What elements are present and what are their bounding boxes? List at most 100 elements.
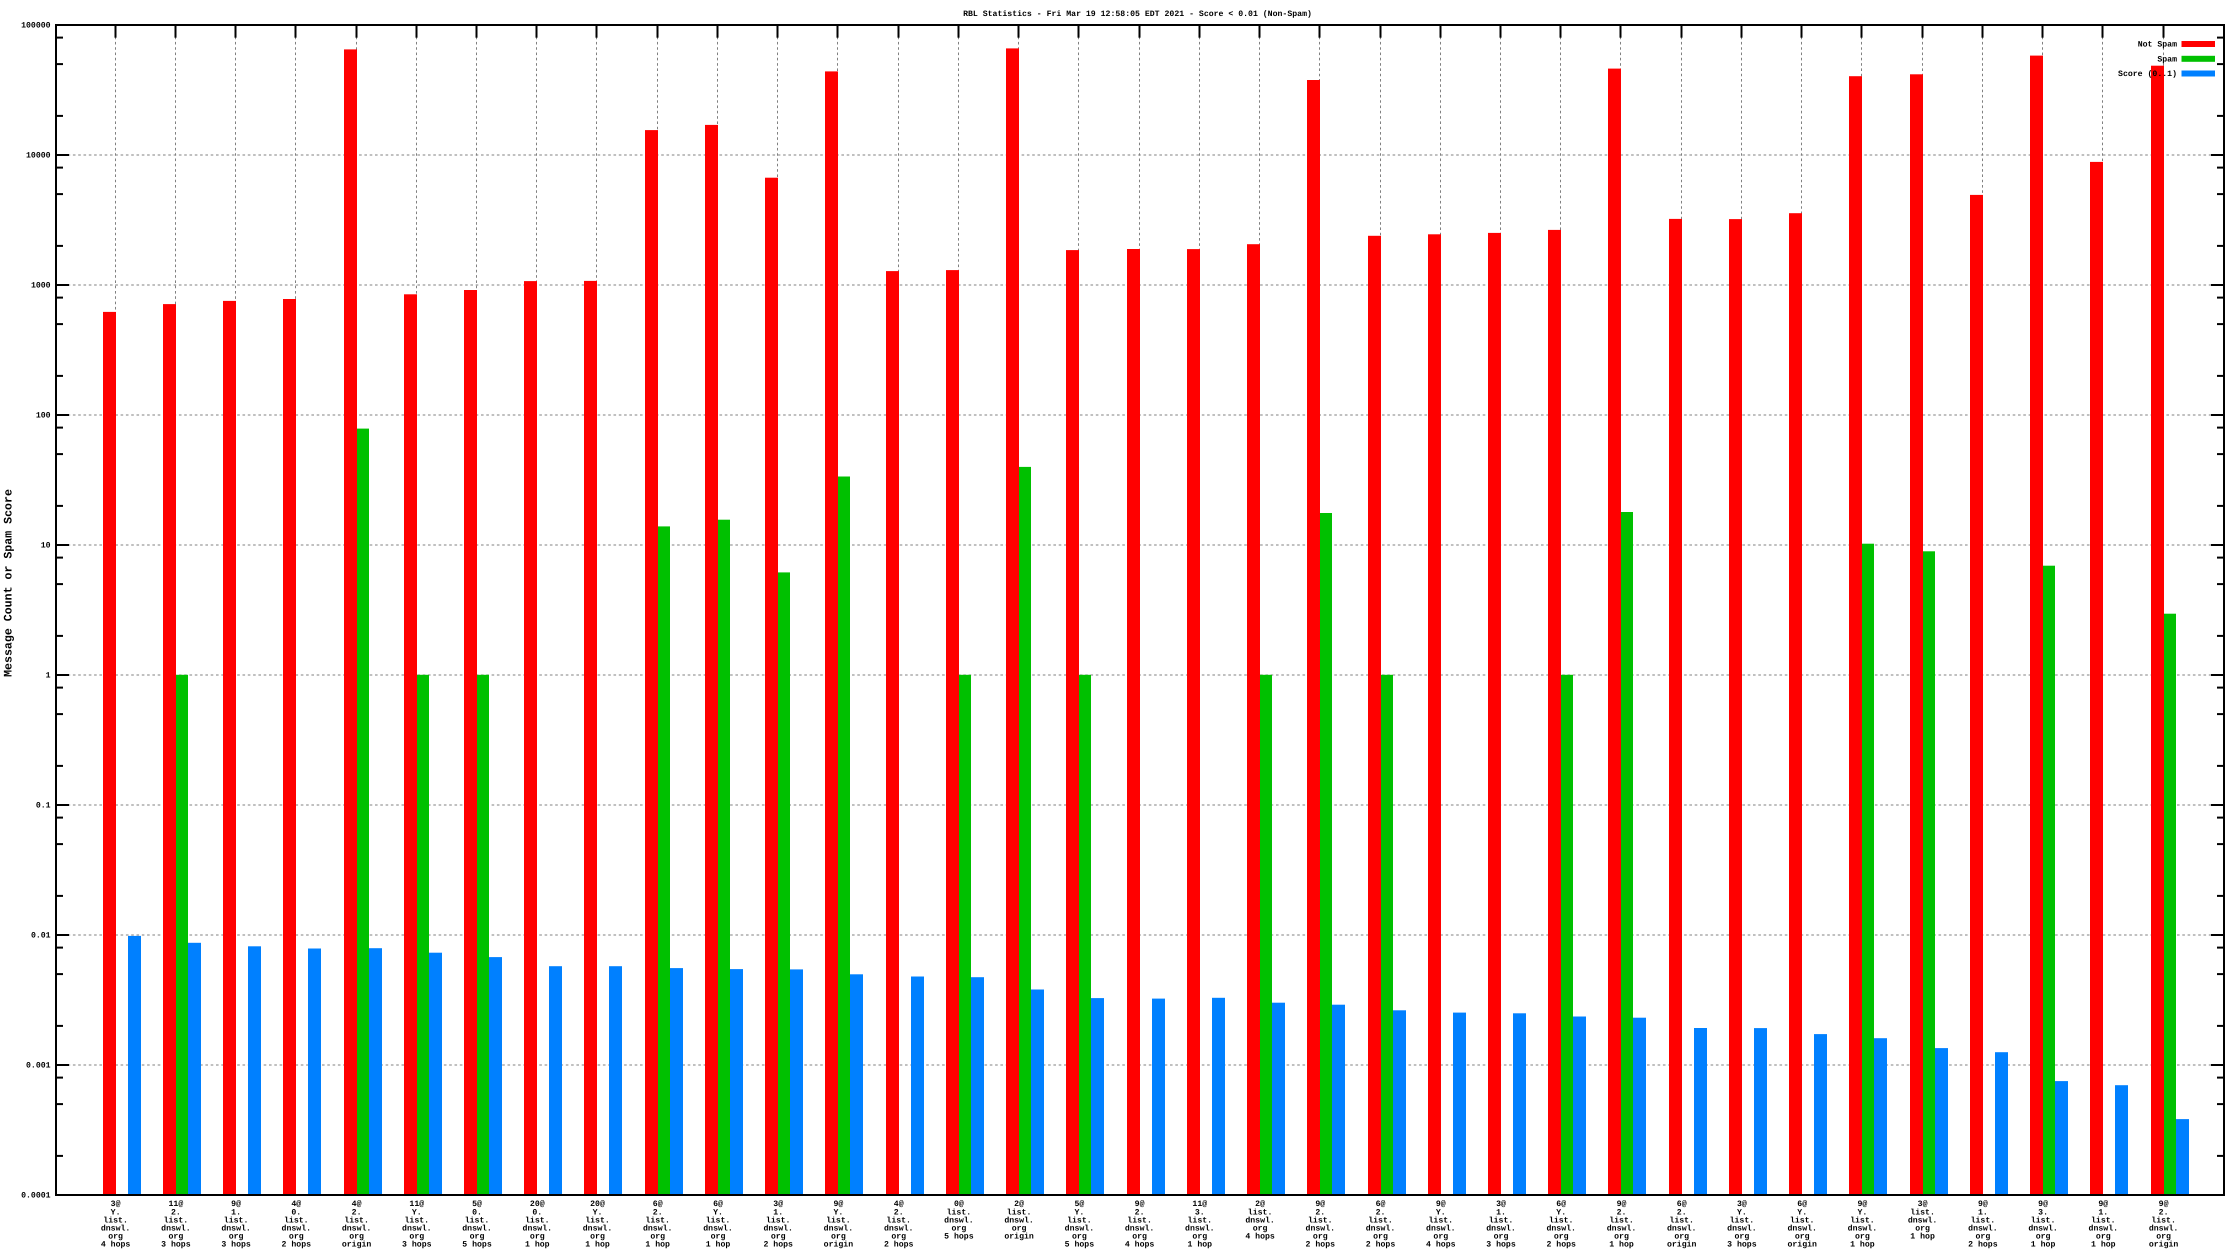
svg-text:dnswl.: dnswl.	[824, 1225, 853, 1234]
svg-text:Y.: Y.	[713, 1208, 723, 1217]
svg-text:2.: 2.	[1617, 1208, 1627, 1217]
svg-text:dnswl.: dnswl.	[1185, 1225, 1214, 1234]
svg-text:9@: 9@	[2159, 1200, 2169, 1209]
svg-text:3 hops: 3 hops	[1727, 1241, 1757, 1250]
svg-text:org: org	[1433, 1233, 1448, 1242]
svg-text:dnswl.: dnswl.	[402, 1225, 431, 1234]
svg-text:dnswl.: dnswl.	[523, 1225, 552, 1234]
svg-text:list.: list.	[344, 1216, 369, 1225]
svg-text:org: org	[409, 1233, 424, 1242]
svg-text:2.: 2.	[352, 1208, 362, 1217]
svg-text:dnswl.: dnswl.	[1125, 1225, 1154, 1234]
svg-text:1.: 1.	[2098, 1208, 2108, 1217]
svg-text:Y.: Y.	[833, 1208, 843, 1217]
svg-text:3@: 3@	[111, 1200, 121, 1209]
svg-text:0.: 0.	[532, 1208, 542, 1217]
svg-text:2 hops: 2 hops	[763, 1241, 793, 1250]
svg-text:2.: 2.	[894, 1208, 904, 1217]
svg-text:dnswl.: dnswl.	[583, 1225, 612, 1234]
svg-text:list.: list.	[1308, 1216, 1333, 1225]
svg-text:list.: list.	[1368, 1216, 1393, 1225]
svg-text:org: org	[1735, 1233, 1750, 1242]
svg-text:3@: 3@	[1496, 1200, 1506, 1209]
svg-text:dnswl.: dnswl.	[1546, 1225, 1575, 1234]
svg-text:org: org	[650, 1233, 665, 1242]
svg-text:0.: 0.	[291, 1208, 301, 1217]
svg-text:dnswl.: dnswl.	[2149, 1225, 2178, 1234]
svg-text:Y.: Y.	[1436, 1208, 1446, 1217]
svg-text:dnswl.: dnswl.	[1245, 1216, 1274, 1225]
svg-text:dnswl.: dnswl.	[1486, 1225, 1515, 1234]
svg-text:Score (0..1): Score (0..1)	[2118, 70, 2177, 79]
svg-text:Not Spam: Not Spam	[2138, 41, 2177, 50]
svg-text:9@: 9@	[1617, 1200, 1627, 1209]
svg-text:dnswl.: dnswl.	[1848, 1225, 1877, 1234]
svg-text:list.: list.	[2151, 1216, 2176, 1225]
svg-text:dnswl.: dnswl.	[884, 1225, 913, 1234]
svg-text:list.: list.	[1669, 1216, 1694, 1225]
svg-text:list.: list.	[1429, 1216, 1454, 1225]
svg-text:0@: 0@	[954, 1200, 964, 1209]
svg-text:Y.: Y.	[412, 1208, 422, 1217]
svg-text:1 hop: 1 hop	[1910, 1233, 1935, 1242]
svg-text:1: 1	[46, 672, 51, 681]
svg-text:Y.: Y.	[593, 1208, 603, 1217]
svg-text:org: org	[1614, 1233, 1629, 1242]
svg-text:origin: origin	[1787, 1241, 1817, 1250]
svg-text:list.: list.	[1067, 1216, 1092, 1225]
svg-text:9@: 9@	[1436, 1200, 1446, 1209]
svg-text:0.001: 0.001	[26, 1062, 51, 1071]
svg-text:Y.: Y.	[1074, 1208, 1084, 1217]
svg-text:org: org	[1674, 1233, 1689, 1242]
svg-text:list.: list.	[1790, 1216, 1815, 1225]
svg-text:3 hops: 3 hops	[402, 1241, 432, 1250]
svg-text:dnswl.: dnswl.	[342, 1225, 371, 1234]
svg-text:1 hop: 1 hop	[645, 1241, 670, 1250]
svg-text:9@: 9@	[231, 1200, 241, 1209]
svg-text:10000: 10000	[26, 152, 51, 161]
svg-text:5 hops: 5 hops	[1065, 1241, 1095, 1250]
svg-text:org: org	[229, 1233, 244, 1242]
svg-text:org: org	[289, 1233, 304, 1242]
svg-text:list.: list.	[164, 1216, 189, 1225]
svg-text:1.: 1.	[231, 1208, 241, 1217]
svg-text:6@: 6@	[1556, 1200, 1566, 1209]
svg-text:dnswl.: dnswl.	[1908, 1216, 1937, 1225]
svg-text:dnswl.: dnswl.	[1787, 1225, 1816, 1234]
svg-text:6@: 6@	[1376, 1200, 1386, 1209]
svg-text:list.: list.	[103, 1216, 128, 1225]
svg-text:11@: 11@	[409, 1200, 424, 1209]
svg-text:20@: 20@	[530, 1200, 545, 1209]
svg-text:4 hops: 4 hops	[1245, 1233, 1275, 1242]
svg-text:2 hops: 2 hops	[1546, 1241, 1576, 1250]
svg-text:org: org	[1554, 1233, 1569, 1242]
svg-text:3.: 3.	[1195, 1208, 1205, 1217]
svg-text:Y.: Y.	[1857, 1208, 1867, 1217]
svg-text:11@: 11@	[169, 1200, 184, 1209]
svg-text:2.: 2.	[171, 1208, 181, 1217]
svg-text:5 hops: 5 hops	[462, 1241, 492, 1250]
svg-text:origin: origin	[1667, 1241, 1697, 1250]
svg-text:list.: list.	[224, 1216, 249, 1225]
svg-text:3 hops: 3 hops	[221, 1241, 251, 1250]
svg-text:0.: 0.	[472, 1208, 482, 1217]
svg-text:org: org	[1253, 1225, 1268, 1234]
svg-text:org: org	[1132, 1233, 1147, 1242]
svg-text:100: 100	[36, 412, 51, 421]
svg-text:org: org	[1976, 1233, 1991, 1242]
svg-text:dnswl.: dnswl.	[1065, 1225, 1094, 1234]
svg-text:list.: list.	[465, 1216, 490, 1225]
svg-text:3.: 3.	[2038, 1208, 2048, 1217]
svg-text:1 hop: 1 hop	[1188, 1241, 1213, 1250]
svg-text:origin: origin	[342, 1241, 372, 1250]
svg-text:list.: list.	[706, 1216, 731, 1225]
svg-text:org: org	[891, 1233, 906, 1242]
svg-text:2@: 2@	[1255, 1200, 1265, 1209]
svg-text:2 hops: 2 hops	[1306, 1241, 1336, 1250]
svg-text:4 hops: 4 hops	[101, 1241, 131, 1250]
svg-text:2 hops: 2 hops	[884, 1241, 914, 1250]
svg-text:org: org	[1373, 1233, 1388, 1242]
svg-text:3@: 3@	[773, 1200, 783, 1209]
svg-text:dnswl.: dnswl.	[161, 1225, 190, 1234]
svg-text:list.: list.	[1489, 1216, 1514, 1225]
